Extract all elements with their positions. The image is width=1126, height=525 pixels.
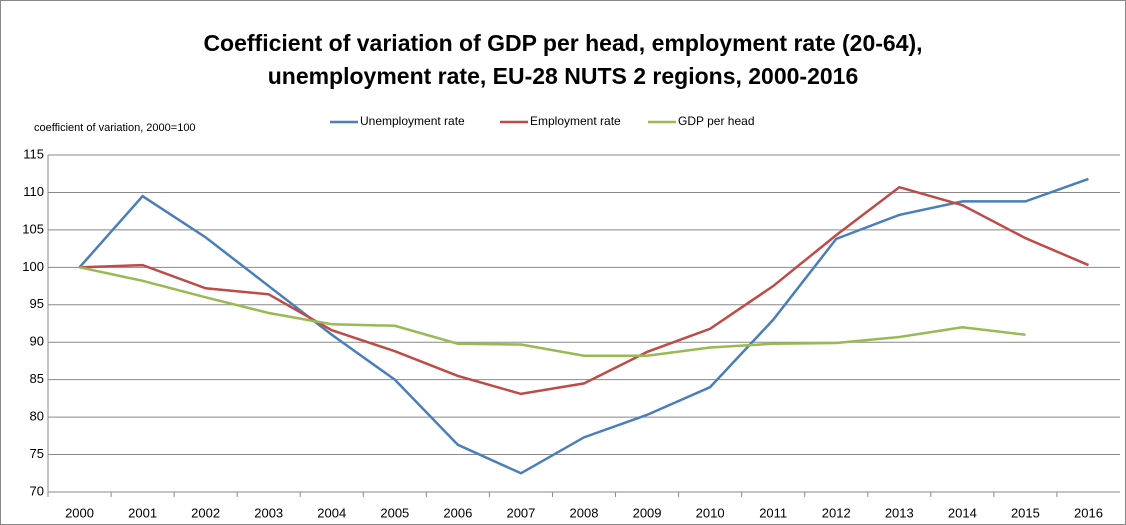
x-tick-label: 2001 [128,505,157,520]
x-tick-label: 2005 [380,505,409,520]
legend-label: GDP per head [678,114,755,128]
x-tick-label: 2009 [633,505,662,520]
x-tick-label: 2008 [570,505,599,520]
x-tick-label: 2011 [759,505,787,520]
x-tick-label: 2000 [65,505,94,520]
y-tick-label: 85 [30,371,44,386]
x-tick-label: 2015 [1011,505,1040,520]
y-tick-label: 70 [30,483,44,498]
x-tick-label: 2007 [506,505,535,520]
chart-title: unemployment rate, EU-28 NUTS 2 regions,… [268,63,859,89]
y-tick-label: 110 [23,184,44,199]
y-tick-label: 105 [22,221,44,236]
x-tick-label: 2006 [443,505,472,520]
line-series [79,266,1026,357]
y-tick-label: 100 [22,259,44,274]
x-tick-label: 2013 [885,505,914,520]
legend-label: Unemployment rate [360,114,465,128]
y-tick-label: 115 [23,146,44,161]
y-axis-label: coefficient of variation, 2000=100 [34,122,196,134]
x-tick-label: 2002 [191,505,220,520]
y-tick-label: 75 [30,446,44,461]
line-series [79,185,1089,396]
x-tick-label: 2012 [822,505,851,520]
line-series [78,177,1089,475]
y-tick-label: 95 [30,296,44,311]
chart-title: Coefficient of variation of GDP per head… [203,30,922,56]
x-tick-label: 2004 [317,505,346,520]
legend-label: Employment rate [530,114,621,128]
x-tick-label: 2010 [696,505,725,520]
y-tick-label: 80 [30,409,44,424]
x-tick-label: 2003 [254,505,283,520]
x-tick-label: 2014 [948,505,977,520]
y-tick-label: 90 [30,334,44,349]
x-tick-label: 2016 [1074,505,1103,520]
